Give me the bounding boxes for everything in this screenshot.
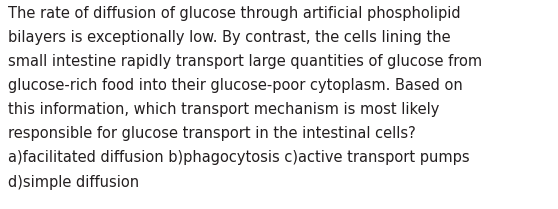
- Text: d)simple diffusion: d)simple diffusion: [8, 175, 140, 190]
- Text: small intestine rapidly transport large quantities of glucose from: small intestine rapidly transport large …: [8, 54, 483, 69]
- Text: The rate of diffusion of glucose through artificial phospholipid: The rate of diffusion of glucose through…: [8, 6, 461, 21]
- Text: glucose-rich food into their glucose-poor cytoplasm. Based on: glucose-rich food into their glucose-poo…: [8, 78, 463, 93]
- Text: a)facilitated diffusion b)phagocytosis c)active transport pumps: a)facilitated diffusion b)phagocytosis c…: [8, 150, 470, 166]
- Text: responsible for glucose transport in the intestinal cells?: responsible for glucose transport in the…: [8, 126, 416, 141]
- Text: bilayers is exceptionally low. By contrast, the cells lining the: bilayers is exceptionally low. By contra…: [8, 30, 451, 45]
- Text: this information, which transport mechanism is most likely: this information, which transport mechan…: [8, 102, 440, 117]
